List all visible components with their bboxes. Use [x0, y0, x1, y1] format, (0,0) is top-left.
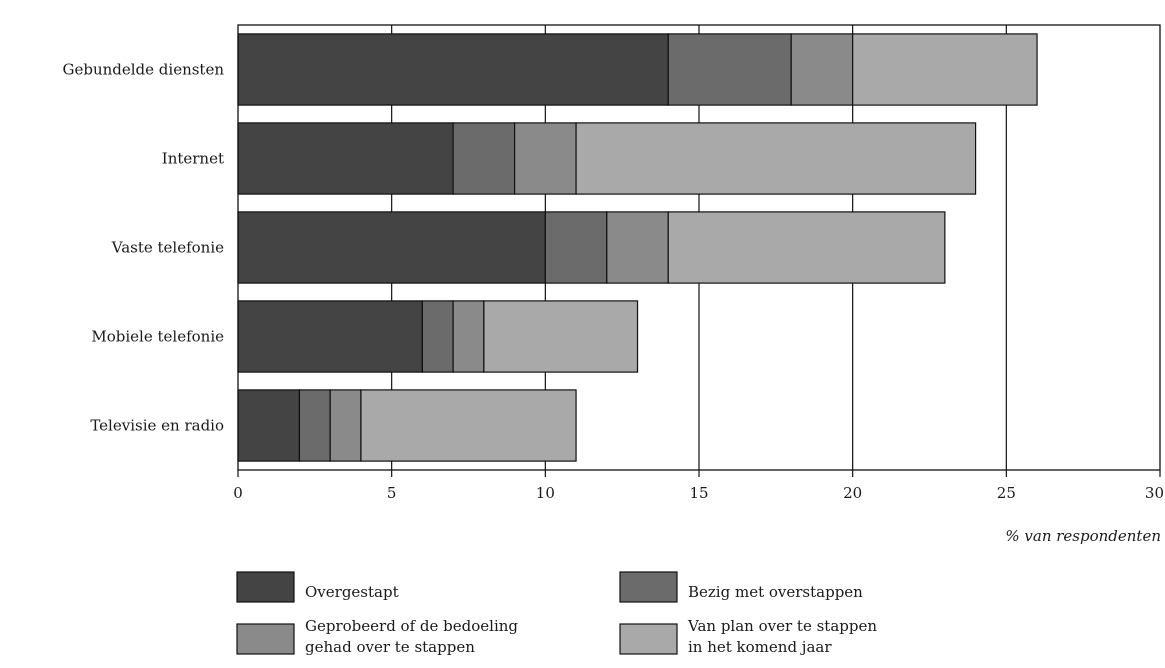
tick-label: 5 — [387, 484, 397, 502]
bar-segment — [237, 211, 546, 284]
bar-segment — [667, 33, 792, 106]
bar-segment — [483, 300, 639, 373]
legend-swatch — [619, 571, 678, 603]
legend-label: Geprobeerd of de bedoeling — [305, 617, 518, 635]
bar-segment — [667, 211, 946, 284]
bar-segment — [790, 33, 854, 106]
bar-segment — [544, 211, 608, 284]
legend-label: in het komend jaar — [688, 638, 832, 656]
category-label: Televisie en radio — [90, 417, 224, 435]
legend: Overgestapt Bezig met overstappen Geprobee… — [236, 571, 877, 656]
bar-segment — [421, 300, 454, 373]
bar-segment — [237, 300, 423, 373]
tick-label: 10 — [536, 484, 555, 502]
bar-segment — [298, 389, 331, 462]
category-label: Vaste telefonie — [111, 239, 224, 257]
tick-label: 20 — [843, 484, 862, 502]
bar-segment — [513, 122, 577, 195]
category-label: Mobiele telefonie — [91, 328, 224, 346]
legend-swatch — [619, 623, 678, 655]
category-labels: Gebundelde diensten Internet Vaste telefon… — [62, 61, 224, 435]
tick-label: 15 — [689, 484, 708, 502]
category-label: Gebundelde diensten — [62, 61, 224, 79]
tick-label: 30 — [1145, 484, 1164, 502]
tick-label: 25 — [997, 484, 1016, 502]
bar-segment — [606, 211, 669, 284]
legend-swatch — [236, 623, 295, 655]
bar-segment — [852, 33, 1038, 106]
x-axis-label: % van respondenten — [1005, 527, 1161, 545]
legend-label: gehad over te stappen — [305, 638, 475, 656]
x-axis-ticks: 0 5 10 15 20 25 30 — [233, 470, 1164, 502]
bar-segment — [237, 33, 669, 106]
tick-label: 0 — [233, 484, 243, 502]
bar-segment — [452, 122, 516, 195]
legend-label: Overgestapt — [305, 583, 399, 601]
category-label: Internet — [162, 150, 224, 168]
bar-segment — [237, 389, 301, 462]
bar-segment — [452, 300, 485, 373]
legend-label: Van plan over te stappen — [687, 617, 877, 635]
legend-swatch — [236, 571, 295, 603]
bar-segment — [575, 122, 977, 195]
bar-segment — [329, 389, 362, 462]
bar-segment — [237, 122, 454, 195]
legend-label: Bezig met overstappen — [688, 583, 863, 601]
bar-segment — [360, 389, 577, 462]
bars — [237, 33, 1038, 462]
